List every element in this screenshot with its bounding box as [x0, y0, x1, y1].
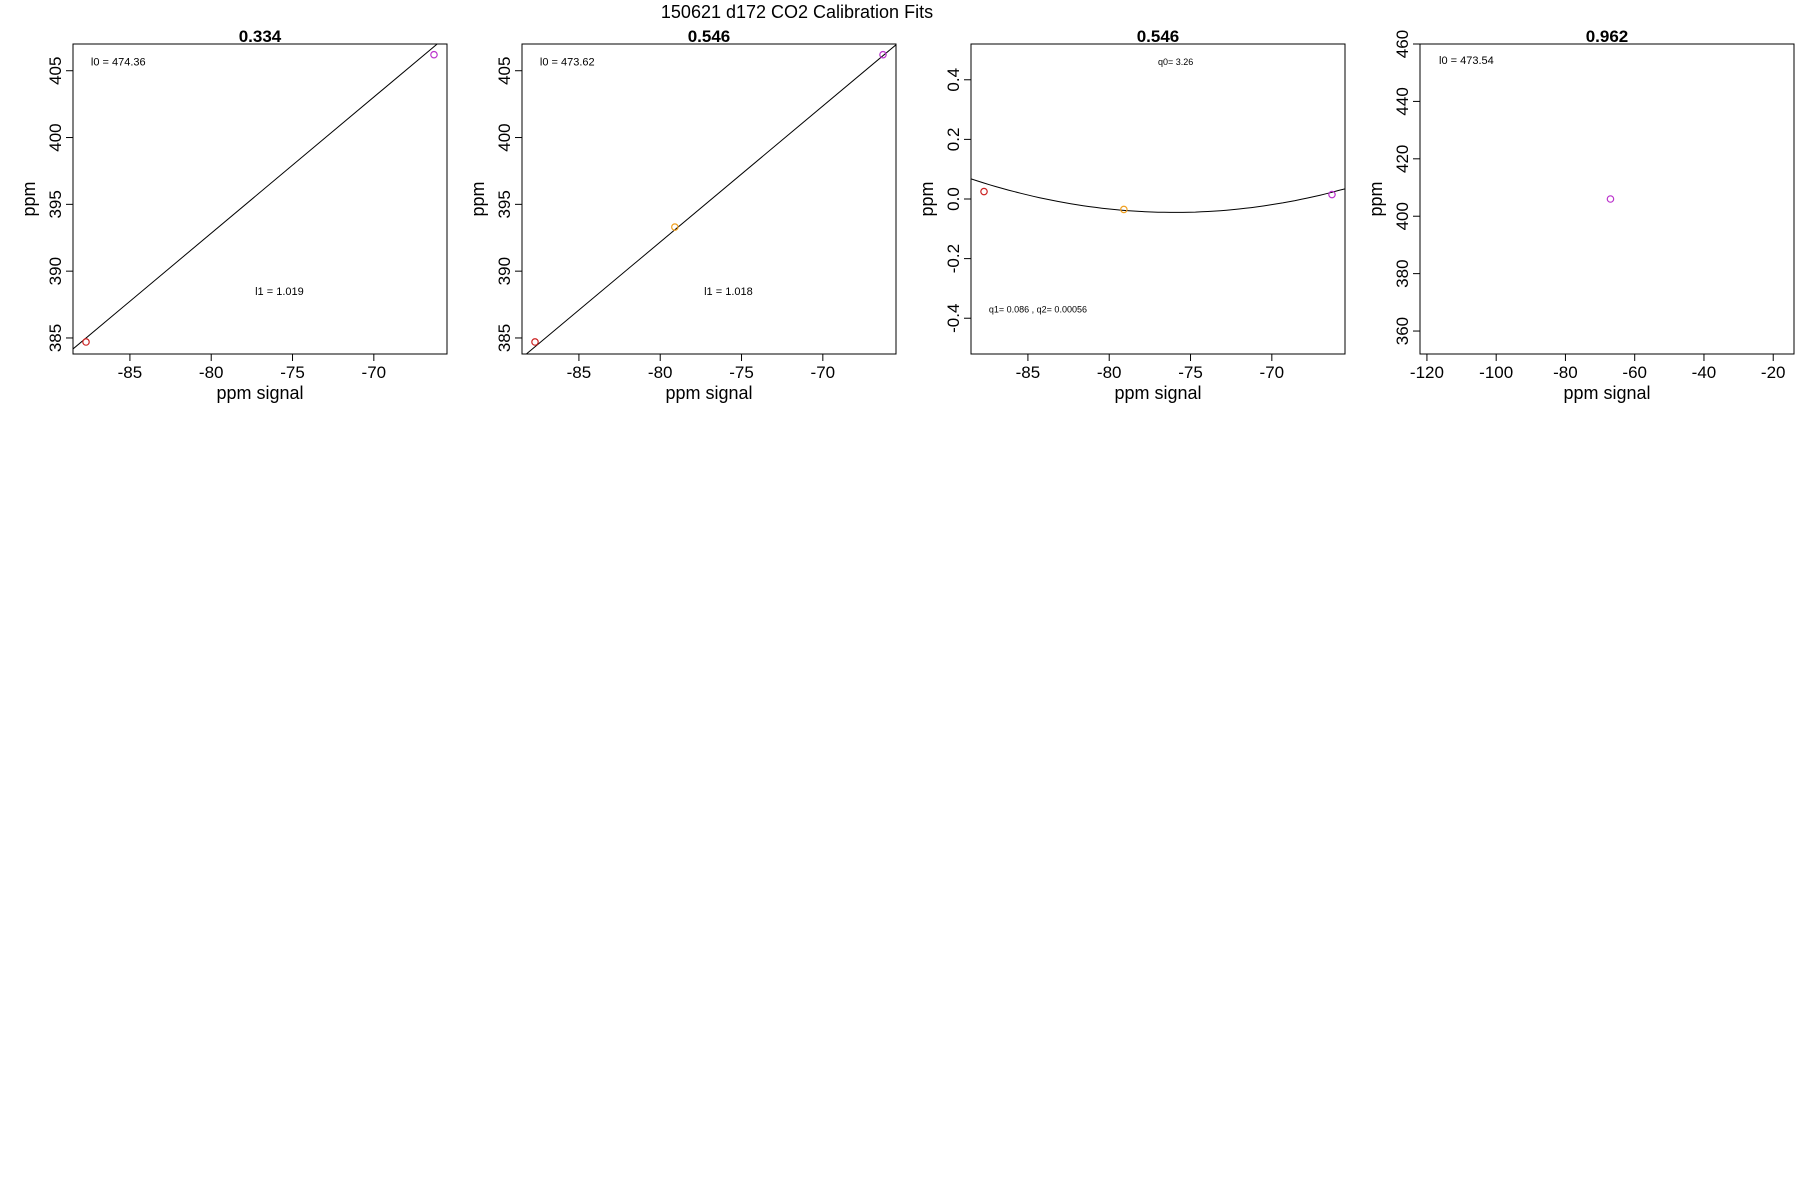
panel-1: 0.334 -85 -80 -75 -70 385 390 395 400 405 ppm sign…: [19, 27, 448, 403]
x-tick-label: -75: [729, 363, 754, 382]
panel-title: 0.334: [239, 27, 282, 46]
annotation-label: q0= 3.26: [1158, 57, 1193, 67]
data-point: [1328, 190, 1336, 199]
x-tick-label: -80: [1553, 363, 1578, 382]
y-tick-label: 380: [1393, 259, 1412, 287]
data-point: [1120, 205, 1128, 214]
y-tick-label: 440: [1393, 87, 1412, 115]
x-tick-label: -75: [280, 363, 305, 382]
y-tick-label: -0.4: [944, 304, 963, 333]
y-tick-label: -0.2: [944, 244, 963, 273]
fit-curve: [971, 178, 1345, 213]
annotation-label: l0 = 473.62: [540, 56, 595, 68]
plot-area: [525, 44, 896, 354]
panel-2: 0.546 -85 -80 -75 -70 385 390 395 400 405 ppm sign…: [468, 27, 897, 403]
annotation-label: l1 = 1.018: [704, 286, 753, 298]
x-tick-label: -70: [1260, 363, 1285, 382]
y-axis-title: ppm: [1366, 181, 1386, 216]
x-tick-label: -40: [1692, 363, 1717, 382]
data-point: [671, 223, 679, 231]
plot-frame: [1419, 43, 1795, 355]
y-tick-label: 390: [46, 257, 65, 285]
plot-area: [971, 178, 1345, 214]
y-axis-title: ppm: [468, 181, 488, 216]
y-tick-label: 405: [495, 57, 514, 85]
x-tick-label: -80: [199, 363, 224, 382]
plot-frame: [521, 43, 897, 355]
y-tick-label: 405: [46, 57, 65, 85]
y-axis-title: ppm: [19, 181, 39, 216]
y-tick-label: 0.4: [944, 68, 963, 92]
x-tick-label: -60: [1622, 363, 1647, 382]
data-point: [980, 187, 988, 196]
data-point: [430, 50, 438, 59]
y-tick-label: 0.2: [944, 128, 963, 152]
y-tick-label: 0.0: [944, 187, 963, 211]
panel-title: 0.962: [1586, 27, 1629, 46]
annotation-label: l0 = 474.36: [91, 56, 146, 68]
x-axis-title: ppm signal: [1114, 383, 1201, 403]
fit-line: [73, 44, 438, 350]
x-tick-label: -70: [811, 363, 836, 382]
y-tick-label: 400: [46, 123, 65, 151]
y-tick-label: 395: [495, 190, 514, 218]
annotation-label: l1 = 1.019: [255, 286, 304, 298]
y-tick-label: 385: [495, 324, 514, 352]
data-point: [531, 338, 539, 346]
data-point: [1606, 195, 1615, 203]
x-tick-label: -80: [1097, 363, 1122, 382]
annotation-label: l0 = 473.54: [1439, 55, 1494, 67]
y-axis-title: ppm: [917, 181, 937, 216]
x-tick-label: -70: [362, 363, 387, 382]
y-tick-label: 400: [495, 123, 514, 151]
x-axis-title: ppm signal: [216, 383, 303, 403]
annotation-label: q1= 0.086 , q2= 0.00056: [989, 304, 1087, 314]
x-tick-label: -75: [1178, 363, 1203, 382]
y-tick-label: 420: [1393, 145, 1412, 173]
y-tick-label: 395: [46, 190, 65, 218]
x-tick-label: -85: [567, 363, 592, 382]
y-tick-label: 390: [495, 257, 514, 285]
data-point: [879, 50, 887, 59]
x-tick-label: -100: [1479, 363, 1513, 382]
panel-title: 0.546: [1137, 27, 1180, 46]
panel-3: 0.546 -85 -80 -75 -70 -0.4 -0.2 0.0 0.2 0.4 ppm si…: [917, 27, 1346, 403]
panel-title: 0.546: [688, 27, 731, 46]
fit-line: [525, 44, 896, 354]
plot-area: [73, 44, 438, 350]
x-axis-title: ppm signal: [1563, 383, 1650, 403]
y-tick-label: 385: [46, 324, 65, 352]
y-tick-label: 400: [1393, 202, 1412, 230]
panel-4: 0.962 -120 -100 -80 -60 -40 -20 360 380 400 420 440…: [1366, 27, 1795, 403]
data-point: [82, 338, 90, 346]
panels-group: 0.334 -85 -80 -75 -70 385 390 395 400 405 ppm sign…: [19, 27, 1795, 403]
x-tick-label: -85: [1016, 363, 1041, 382]
x-tick-label: -120: [1410, 363, 1444, 382]
plot-frame: [72, 43, 448, 355]
y-tick-label: 460: [1393, 30, 1412, 58]
plot-area: [1606, 195, 1615, 203]
x-tick-label: -20: [1761, 363, 1786, 382]
x-axis-title: ppm signal: [665, 383, 752, 403]
x-tick-label: -85: [118, 363, 143, 382]
x-tick-label: -80: [648, 363, 673, 382]
figure-suptitle: 150621 d172 CO2 Calibration Fits: [661, 2, 933, 22]
y-tick-label: 360: [1393, 317, 1412, 345]
